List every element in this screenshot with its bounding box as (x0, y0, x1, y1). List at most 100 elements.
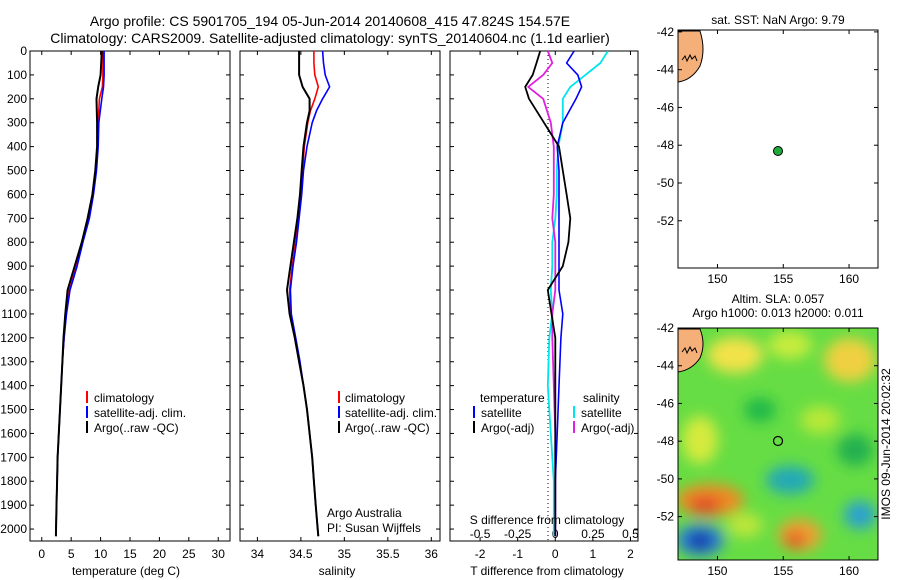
x-tick-label: 1 (590, 547, 597, 561)
legend-label-t-argo: Argo(-adj) (481, 421, 534, 435)
series-climatology-salinity (288, 51, 320, 537)
sla-blob (744, 398, 776, 422)
credit-line2: PI: Susan Wijffels (327, 521, 421, 535)
x-tick-label: 2 (627, 547, 634, 561)
temperature-xlabel: temperature (deg C) (72, 564, 180, 578)
depth-tick-label: 1000 (0, 283, 27, 297)
map-y-tick-label: -44 (657, 63, 675, 77)
x-tick-label: 25 (182, 547, 196, 561)
s-diff-tick-label: 0.25 (581, 527, 605, 541)
sla-blob (727, 513, 763, 537)
series-s-argo-diff (527, 51, 557, 537)
map-y-tick-label: -42 (657, 321, 675, 335)
sla-blob (688, 533, 712, 549)
credit-line1: Argo Australia (327, 506, 402, 520)
map-x-tick-label: 150 (707, 272, 727, 286)
x-tick-label: 34 (251, 547, 265, 561)
s-diff-tick-label: -0.5 (470, 527, 491, 541)
sla-blob (689, 497, 721, 513)
temperature-panel (29, 50, 231, 542)
s-diff-tick-label: 0.5 (622, 527, 639, 541)
series-t-argo-diff (524, 51, 572, 537)
legend-title-salinity: salinity (583, 391, 620, 405)
sla-blob (766, 466, 814, 494)
map-y-tick-label: -48 (657, 138, 675, 152)
legend-label-satellite: satellite-adj. clim. (345, 406, 437, 420)
map-top-axes: -42 -44 -46 -48 -50 -52 150 155 160 (657, 25, 878, 286)
map-y-tick-label: -46 (657, 396, 675, 410)
map-y-tick-label: -52 (657, 510, 675, 524)
s-diff-tick-label: -0.25 (504, 527, 532, 541)
sla-blob (785, 532, 805, 548)
temperature-lines (54, 51, 105, 537)
difference-x-axis: -2 -1 0 1 2 (475, 51, 634, 561)
depth-tick-label: 100 (7, 68, 27, 82)
x-tick-label: -2 (475, 547, 486, 561)
temperature-legend: climatology satellite-adj. clim. Argo(..… (86, 391, 186, 435)
salinity-legend: climatology satellite-adj. clim. Argo(..… (327, 391, 437, 535)
series-s-satellite-diff (546, 51, 609, 537)
legend-label-satellite: satellite-adj. clim. (94, 406, 186, 420)
header-line1: Argo profile: CS 5901705_194 05-Jun-2014… (90, 13, 570, 29)
depth-tick-label: 400 (7, 140, 27, 154)
x-tick-label: 15 (123, 547, 137, 561)
legend-label-argo: Argo(..raw -QC) (94, 421, 179, 435)
x-tick-label: 30 (212, 547, 226, 561)
series-argo-temperature (54, 51, 103, 537)
depth-tick-label: 1600 (0, 426, 27, 440)
map-bottom-title1: Altim. SLA: 0.057 (732, 292, 825, 306)
sla-blob (824, 338, 876, 382)
x-tick-label: 36 (425, 547, 439, 561)
legend-label-climatology: climatology (94, 391, 154, 405)
map-y-tick-label: -42 (657, 25, 675, 39)
map-y-tick-label: -52 (657, 214, 675, 228)
depth-axis: 0 100 200 300 400 500 600 700 800 900 1000 1100 1200… (0, 44, 638, 536)
map-x-tick-label: 155 (773, 564, 793, 578)
x-tick-label: 35.5 (376, 547, 400, 561)
salinity-x-axis: 34 34.5 35 35.5 36 (251, 51, 439, 561)
depth-tick-label: 1900 (0, 498, 27, 512)
depth-tick-label: 800 (7, 235, 27, 249)
depth-tick-label: 200 (7, 92, 27, 106)
header-line2: Climatology: CARS2009. Satellite-adjuste… (50, 30, 610, 46)
sla-blobs (678, 331, 876, 556)
map-y-tick-label: -46 (657, 100, 675, 114)
legend-title-temperature: temperature (480, 391, 545, 405)
difference-xlabel: T difference from climatology (470, 564, 624, 578)
sla-blob (707, 337, 763, 373)
depth-tick-label: 1300 (0, 355, 27, 369)
depth-tick-label: 1700 (0, 450, 27, 464)
map-y-tick-label: -50 (657, 176, 675, 190)
map-y-tick-label: -48 (657, 434, 675, 448)
sla-blob (800, 406, 840, 434)
difference-legend: temperature salinity satellite Argo(-adj… (473, 391, 634, 435)
sla-blob (844, 501, 876, 529)
map-y-tick-label: -50 (657, 472, 675, 486)
map-bottom-float-marker (772, 435, 784, 447)
x-tick-label: 5 (68, 547, 75, 561)
map-x-tick-label: 150 (707, 564, 727, 578)
x-tick-label: 34.5 (289, 547, 313, 561)
map-bottom-land (678, 328, 704, 373)
map-bottom-axes: -42 -44 -46 -48 -50 -52 150 155 160 (657, 321, 878, 578)
difference-toplabel: S difference from climatology (470, 513, 625, 527)
depth-tick-label: 1100 (1, 307, 27, 321)
depth-tick-label: 300 (7, 116, 27, 130)
temperature-x-axis: 0 5 10 15 20 25 30 (38, 51, 225, 561)
x-tick-label: 35 (338, 547, 352, 561)
depth-tick-label: 500 (7, 164, 27, 178)
salinity-xlabel: salinity (319, 564, 356, 578)
depth-tick-label: 600 (7, 187, 27, 201)
map-x-tick-label: 160 (839, 564, 859, 578)
map-top-coast-detail (681, 53, 698, 63)
map-x-tick-label: 160 (839, 272, 859, 286)
depth-tick-label: 0 (20, 44, 27, 58)
depth-tick-label: 900 (7, 259, 27, 273)
timestamp-stamp: IMOS 09-Jun-2014 20:02:32 (879, 368, 893, 520)
map-x-tick-label: 155 (773, 272, 793, 286)
legend-label-climatology: climatology (345, 391, 405, 405)
sla-blob (768, 331, 812, 359)
legend-label-t-satellite: satellite (481, 406, 522, 420)
difference-lines (524, 51, 609, 537)
